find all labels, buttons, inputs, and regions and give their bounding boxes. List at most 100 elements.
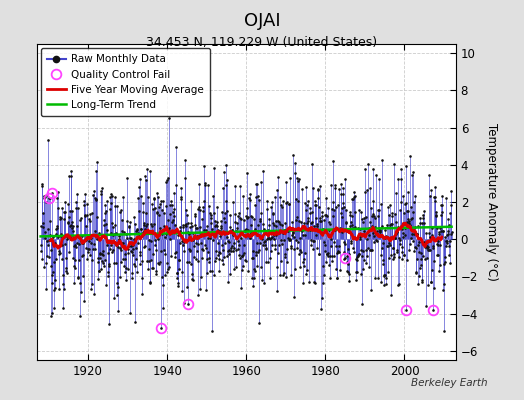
Point bbox=[308, 219, 316, 226]
Point bbox=[347, 239, 355, 246]
Point bbox=[295, 250, 303, 257]
Point bbox=[147, 237, 155, 244]
Point bbox=[383, 222, 391, 228]
Point bbox=[437, 228, 445, 234]
Point bbox=[282, 246, 291, 253]
Point bbox=[52, 194, 61, 201]
Point bbox=[373, 231, 381, 237]
Point bbox=[188, 270, 196, 277]
Point bbox=[298, 226, 306, 232]
Point bbox=[374, 212, 382, 219]
Point bbox=[302, 207, 310, 214]
Point bbox=[230, 244, 238, 251]
Point bbox=[417, 249, 425, 256]
Point bbox=[307, 219, 315, 226]
Point bbox=[133, 226, 141, 232]
Point bbox=[200, 198, 209, 204]
Point bbox=[311, 280, 319, 286]
Point bbox=[199, 204, 208, 210]
Point bbox=[345, 212, 354, 218]
Point bbox=[351, 208, 359, 215]
Point bbox=[75, 234, 83, 240]
Point bbox=[312, 202, 320, 208]
Point bbox=[278, 230, 287, 237]
Point bbox=[178, 288, 186, 294]
Point bbox=[113, 203, 122, 210]
Point bbox=[174, 232, 182, 238]
Point bbox=[212, 248, 220, 254]
Point bbox=[151, 237, 159, 244]
Point bbox=[395, 240, 403, 247]
Point bbox=[318, 294, 326, 301]
Point bbox=[98, 251, 106, 258]
Point bbox=[68, 208, 76, 214]
Point bbox=[324, 219, 333, 225]
Point bbox=[126, 310, 135, 316]
Point bbox=[370, 215, 379, 221]
Point bbox=[372, 237, 380, 243]
Point bbox=[226, 224, 234, 230]
Point bbox=[348, 213, 356, 219]
Point bbox=[279, 198, 287, 204]
Point bbox=[137, 226, 145, 232]
Point bbox=[444, 242, 453, 249]
Point bbox=[137, 192, 146, 199]
Point bbox=[190, 235, 198, 241]
Point bbox=[342, 207, 350, 213]
Point bbox=[287, 242, 295, 249]
Point bbox=[368, 230, 377, 236]
Point bbox=[372, 224, 380, 230]
Point bbox=[45, 254, 53, 261]
Point bbox=[358, 300, 366, 307]
Point bbox=[88, 257, 96, 264]
Point bbox=[227, 243, 236, 249]
Point bbox=[233, 224, 242, 231]
Point bbox=[313, 244, 321, 251]
Point bbox=[89, 232, 97, 238]
Point bbox=[209, 193, 217, 199]
Point bbox=[223, 253, 232, 260]
Point bbox=[392, 230, 400, 237]
Point bbox=[311, 202, 320, 208]
Point bbox=[139, 220, 148, 227]
Point bbox=[42, 192, 51, 199]
Point bbox=[333, 202, 342, 208]
Point bbox=[187, 198, 195, 204]
Point bbox=[400, 210, 409, 216]
Point bbox=[255, 197, 264, 203]
Point bbox=[142, 210, 150, 216]
Point bbox=[220, 254, 228, 260]
Point bbox=[51, 240, 60, 246]
Point bbox=[228, 199, 237, 206]
Point bbox=[79, 272, 88, 279]
Point bbox=[316, 182, 324, 189]
Point bbox=[390, 254, 398, 260]
Point bbox=[279, 272, 287, 278]
Point bbox=[422, 303, 430, 309]
Point bbox=[49, 234, 58, 240]
Point bbox=[329, 158, 337, 164]
Point bbox=[68, 225, 77, 231]
Point bbox=[323, 253, 332, 259]
Point bbox=[254, 248, 263, 255]
Point bbox=[395, 235, 403, 241]
Point bbox=[373, 228, 381, 234]
Point bbox=[354, 253, 362, 259]
Point bbox=[171, 250, 179, 256]
Point bbox=[267, 204, 275, 210]
Point bbox=[48, 272, 57, 278]
Point bbox=[246, 191, 254, 197]
Point bbox=[274, 218, 282, 224]
Point bbox=[394, 282, 402, 288]
Point bbox=[130, 318, 139, 325]
Point bbox=[269, 210, 277, 217]
Point bbox=[168, 219, 176, 225]
Point bbox=[272, 223, 280, 230]
Point bbox=[347, 219, 356, 226]
Point bbox=[343, 258, 351, 265]
Point bbox=[332, 243, 340, 249]
Point bbox=[394, 176, 402, 182]
Point bbox=[86, 251, 94, 258]
Point bbox=[290, 294, 299, 300]
Point bbox=[396, 206, 404, 213]
